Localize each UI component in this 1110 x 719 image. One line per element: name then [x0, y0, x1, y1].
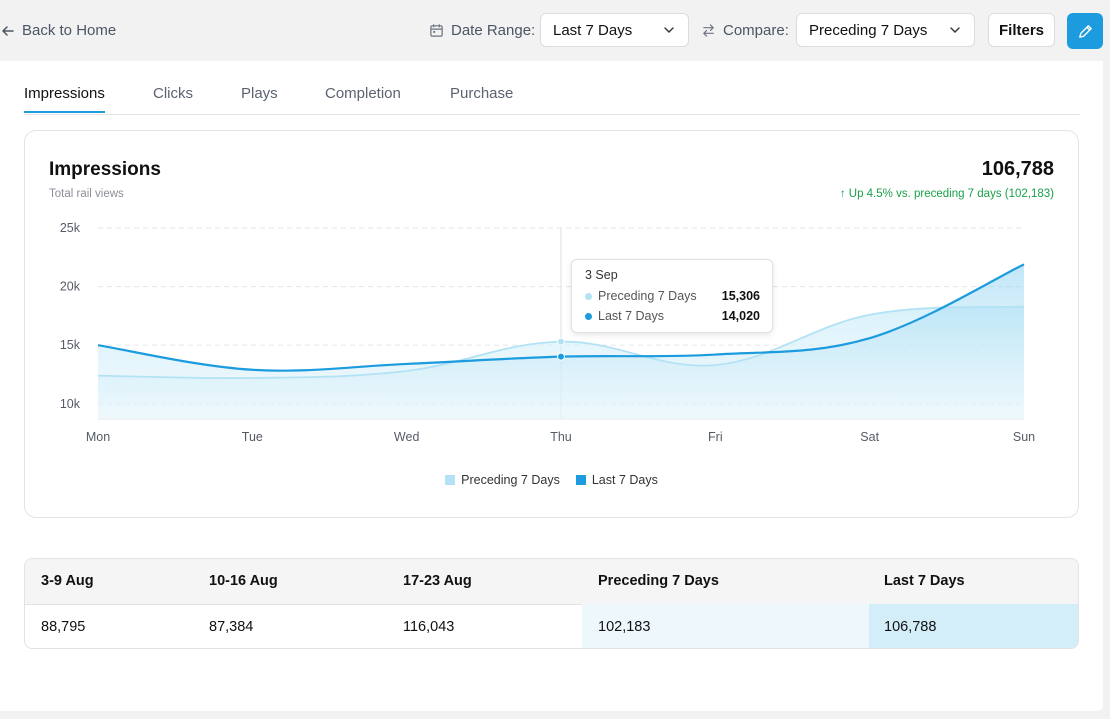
chart-subtitle: Total rail views [49, 188, 124, 200]
tab-plays[interactable]: Plays [241, 85, 278, 102]
calendar-icon [430, 24, 443, 37]
back-to-home-link[interactable]: Back to Home [0, 22, 116, 39]
column-header: Preceding 7 Days [598, 573, 719, 589]
filters-button[interactable]: Filters [988, 13, 1055, 47]
x-tick-label: Mon [86, 430, 110, 444]
metric-tabs: Impressions Clicks Plays Completion Purc… [24, 80, 1080, 115]
chart-tooltip: 3 Sep Preceding 7 Days 15,306 Last 7 Day… [571, 259, 773, 333]
x-tick-label: Sat [860, 430, 879, 444]
tab-purchase[interactable]: Purchase [450, 85, 514, 102]
data-point-preceding[interactable] [557, 337, 565, 346]
swap-arrows-icon [703, 24, 714, 37]
pencil-icon [1078, 24, 1092, 38]
total-value: 106,788 [981, 158, 1054, 180]
table-cell: 87,384 [209, 619, 254, 635]
arrow-left-icon [2, 25, 14, 36]
compare-select[interactable]: Preceding 7 Days [796, 13, 975, 47]
legend-item-last[interactable]: Last 7 Days [575, 473, 658, 487]
table-cell: 102,183 [598, 619, 651, 635]
preceding-cell-highlight [582, 604, 869, 648]
chevron-down-icon [664, 27, 674, 33]
y-tick-label: 15k [60, 338, 81, 352]
impressions-area-chart[interactable]: 25k 20k 15k 10k Mon Tue Wed Thu Fri Sat Sun [25, 131, 1078, 517]
compare-label: Compare: [701, 22, 789, 39]
back-label: Back to Home [22, 22, 117, 39]
area-fill-last [98, 264, 1024, 419]
tab-completion[interactable]: Completion [325, 85, 401, 102]
tooltip-date: 3 Sep [585, 268, 618, 282]
column-header: 10-16 Aug [209, 573, 278, 589]
data-point-last[interactable] [557, 352, 565, 361]
date-range-select[interactable]: Last 7 Days [540, 13, 689, 47]
comparison-table: 3-9 Aug 10-16 Aug 17-23 Aug Preceding 7 … [24, 558, 1079, 649]
tooltip-row-preceding: Preceding 7 Days 15,306 [585, 289, 760, 303]
table-cell: 106,788 [884, 619, 937, 635]
tooltip-row-last: Last 7 Days 14,020 [585, 309, 760, 323]
legend-swatch-icon [445, 475, 456, 485]
x-tick-label: Fri [708, 430, 723, 444]
date-range-label: Date Range: [429, 22, 535, 39]
impressions-chart-card: Impressions Total rail views 106,788 ↑ U… [24, 130, 1079, 518]
y-tick-label: 10k [60, 397, 81, 411]
x-tick-label: Wed [394, 430, 420, 444]
x-tick-label: Sun [1013, 430, 1035, 444]
legend-dot-icon [585, 292, 592, 300]
column-header: 17-23 Aug [403, 573, 472, 589]
chevron-down-icon [950, 27, 960, 33]
active-tab-indicator [24, 111, 105, 113]
last-cell-highlight [869, 604, 1078, 648]
legend-dot-icon [585, 312, 592, 320]
chart-title: Impressions [49, 159, 161, 180]
table-cell: 116,043 [403, 619, 455, 635]
column-header: 3-9 Aug [41, 573, 94, 589]
legend-swatch-icon [575, 475, 586, 485]
chart-legend: Preceding 7 Days Last 7 Days [25, 473, 1078, 487]
table-cell: 88,795 [41, 619, 86, 635]
y-tick-label: 20k [60, 280, 81, 294]
legend-item-preceding[interactable]: Preceding 7 Days [445, 473, 560, 487]
x-tick-label: Thu [550, 430, 572, 444]
tab-clicks[interactable]: Clicks [153, 85, 193, 102]
edit-button[interactable] [1067, 13, 1103, 49]
tab-impressions[interactable]: Impressions [24, 85, 105, 102]
y-tick-label: 25k [60, 221, 81, 235]
change-indicator: ↑ Up 4.5% vs. preceding 7 days (102,183) [839, 188, 1054, 200]
x-tick-label: Tue [242, 430, 263, 444]
table-header [25, 559, 1078, 605]
column-header: Last 7 Days [884, 573, 965, 589]
